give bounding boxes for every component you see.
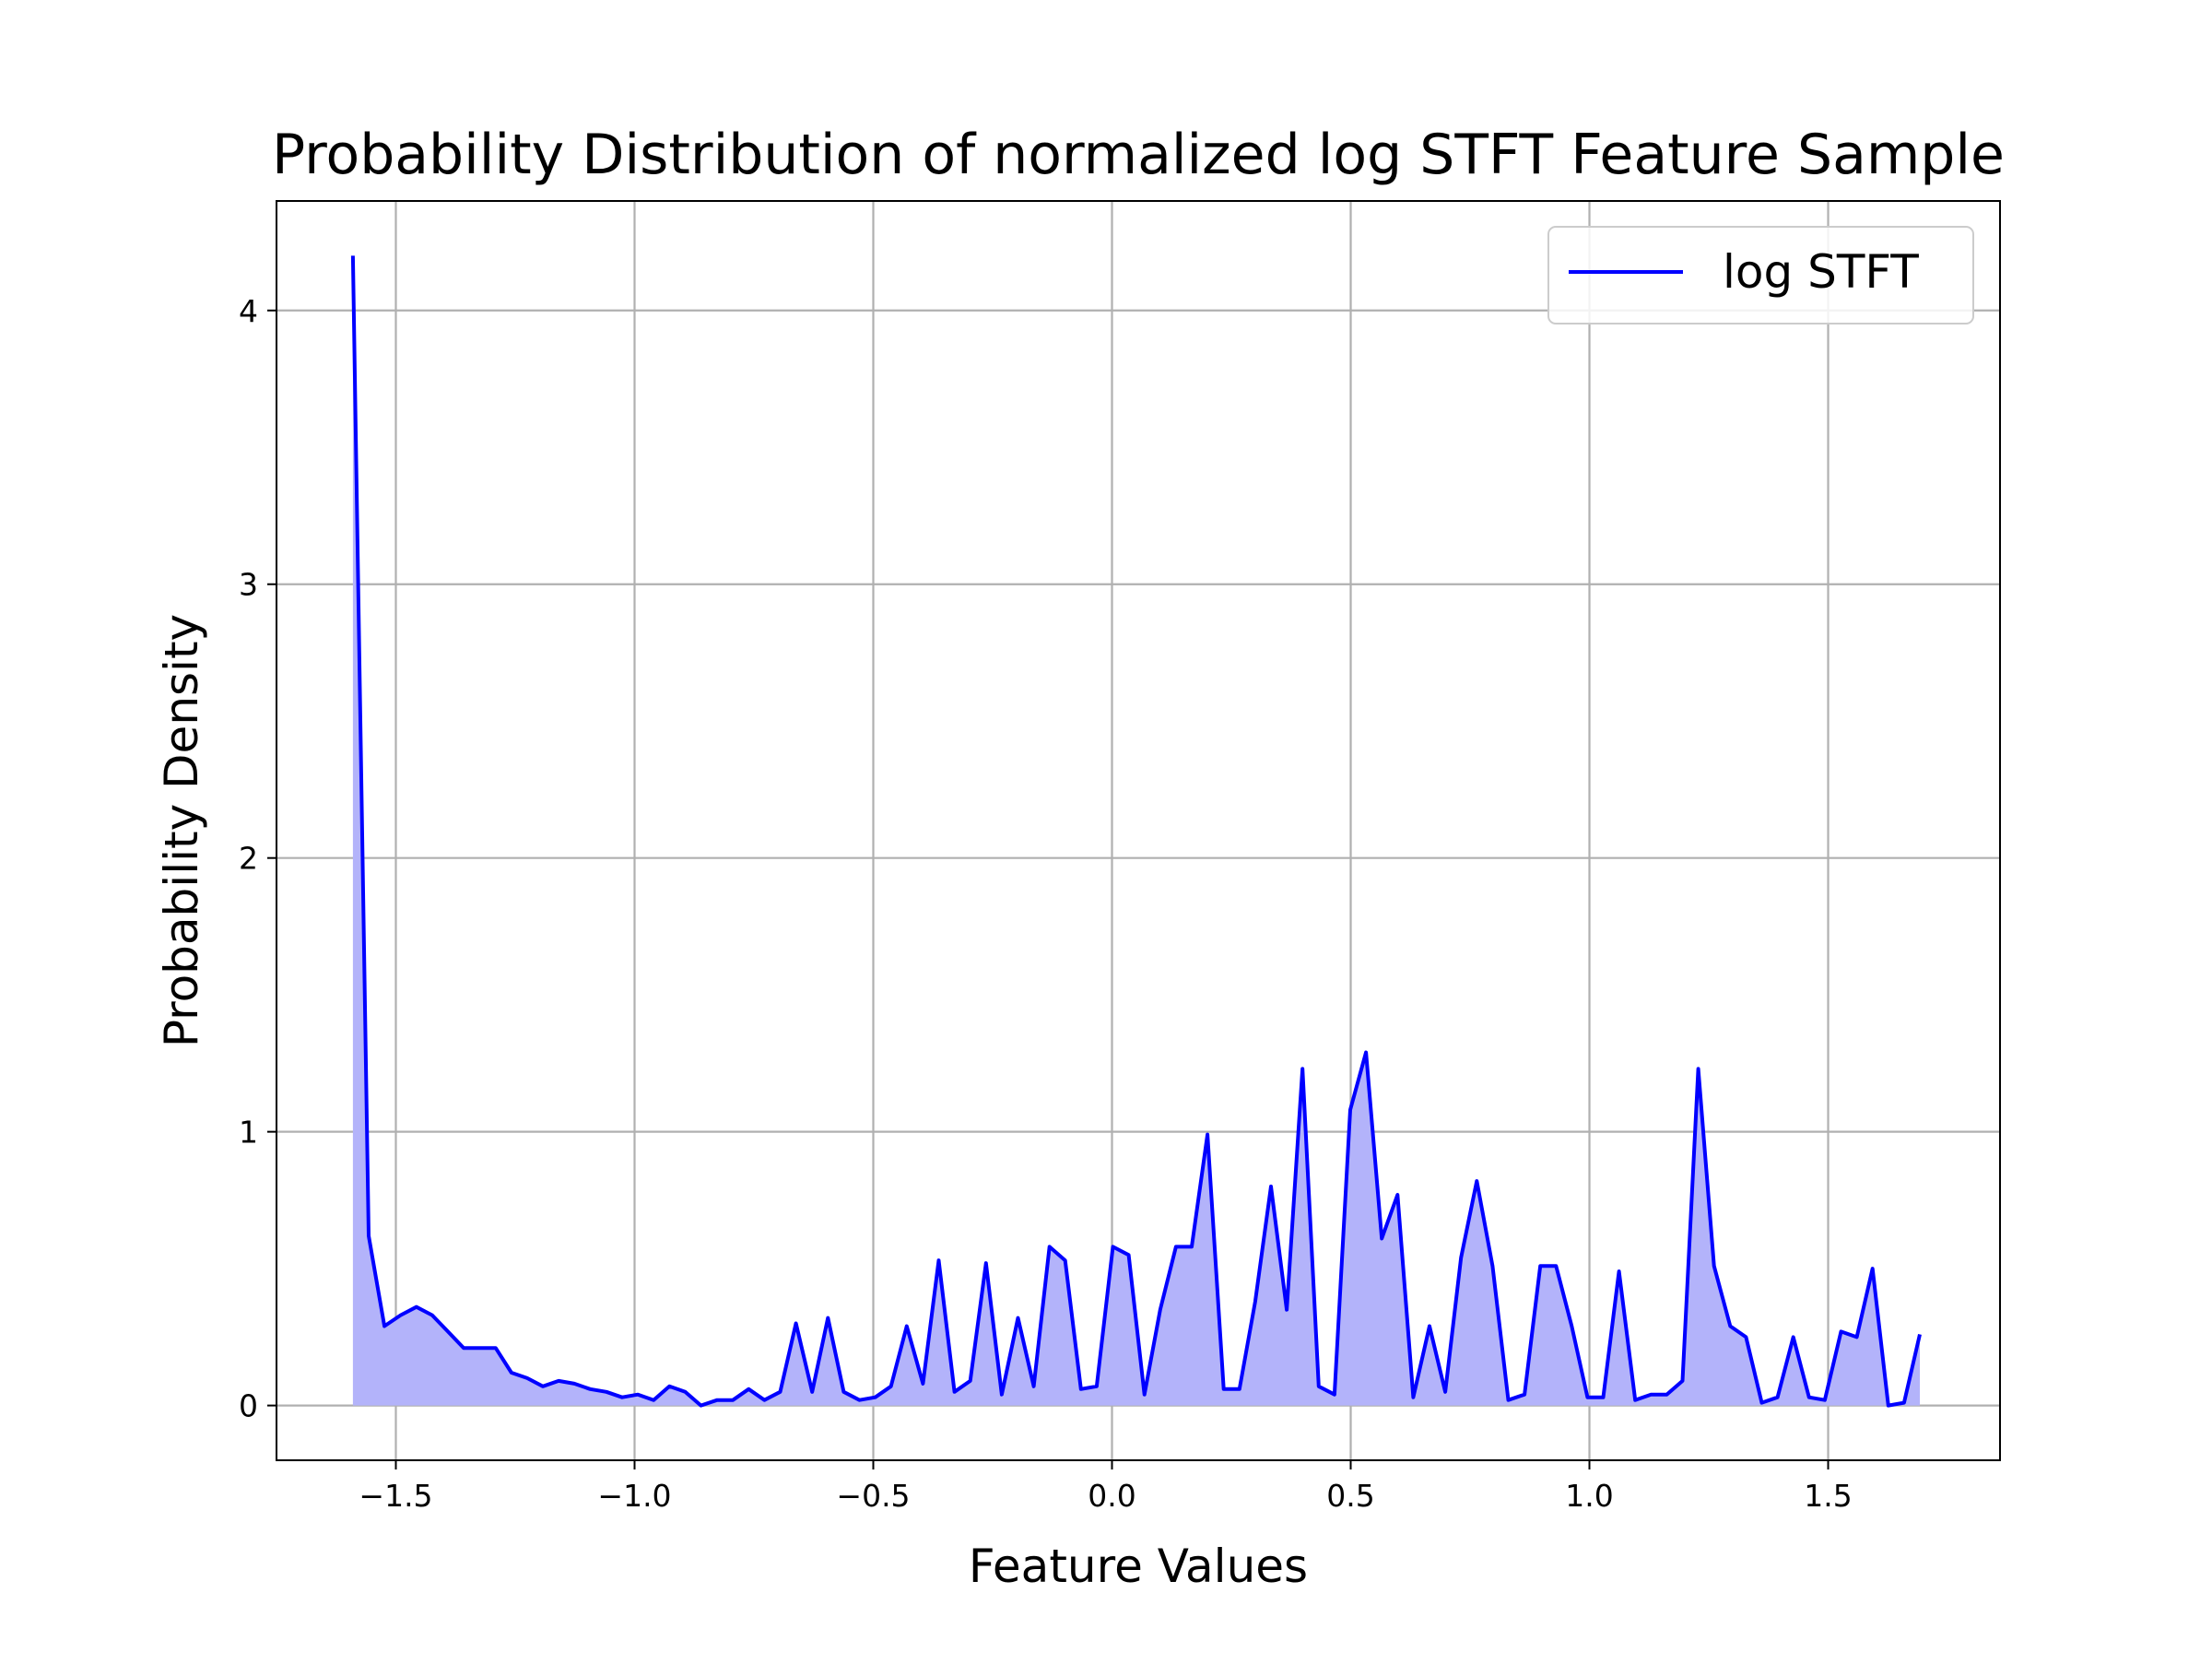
y-tick-label: 4 bbox=[239, 293, 258, 329]
x-tick-label: −1.0 bbox=[597, 1478, 671, 1514]
y-tick-label: 2 bbox=[239, 841, 258, 877]
y-tick-label: 3 bbox=[239, 567, 258, 603]
y-tick-label: 0 bbox=[239, 1388, 258, 1424]
x-tick-label: 1.0 bbox=[1565, 1478, 1613, 1514]
chart-title: Probability Distribution of normalized l… bbox=[272, 123, 2005, 187]
x-axis-label: Feature Values bbox=[969, 1540, 1308, 1593]
y-tick-label: 1 bbox=[239, 1115, 258, 1151]
x-tick-label: 0.5 bbox=[1326, 1478, 1374, 1514]
series-line-log-stft bbox=[350, 255, 1922, 1408]
plot-frame bbox=[276, 200, 2001, 1461]
x-tick-label: −1.5 bbox=[359, 1478, 432, 1514]
x-tick-label: 0.0 bbox=[1088, 1478, 1135, 1514]
legend-box bbox=[1547, 226, 1974, 325]
y-ticks: 0 1 2 3 4 bbox=[239, 293, 276, 1424]
legend: log STFT bbox=[1547, 226, 1974, 325]
x-tick-label: 1.5 bbox=[1804, 1478, 1852, 1514]
y-axis-label: Probability Density bbox=[155, 614, 208, 1047]
line-layer bbox=[350, 255, 1922, 1408]
x-tick-label: −0.5 bbox=[836, 1478, 910, 1514]
legend-label: log STFT bbox=[1723, 245, 1919, 299]
x-ticks: −1.5 −1.0 −0.5 0.0 0.5 1.0 1.5 bbox=[359, 1460, 1853, 1514]
grid-layer bbox=[276, 201, 2000, 1460]
